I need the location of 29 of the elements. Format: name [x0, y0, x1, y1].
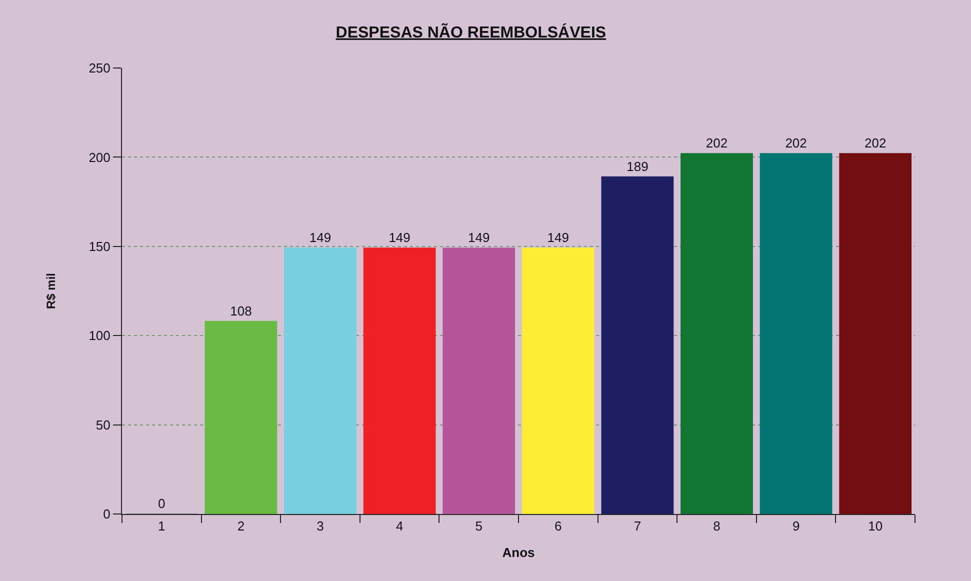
x-tick-label: 10 [868, 518, 883, 534]
data-label: 149 [388, 230, 410, 246]
x-tick-label: 1 [158, 518, 166, 534]
chart-title: DESPESAS NÃO REEMBOLSÁVEIS [336, 22, 606, 42]
data-label: 108 [230, 303, 252, 318]
y-tick-label: 150 [88, 238, 110, 254]
data-label: 0 [158, 496, 166, 511]
x-tick-label: 7 [634, 518, 642, 534]
x-tick-label: 3 [316, 518, 324, 534]
x-tick-label: 2 [237, 518, 245, 534]
data-label: 202 [785, 136, 807, 151]
data-label: 189 [626, 158, 648, 174]
y-tick-label: 50 [96, 417, 110, 432]
y-tick-label: 200 [88, 150, 110, 165]
y-tick-label: 100 [88, 328, 110, 344]
x-tick-label: 5 [475, 518, 482, 534]
x-tick-label: 9 [792, 518, 800, 534]
y-axis-title: R$ mil [44, 272, 58, 310]
data-label: 202 [864, 136, 886, 151]
y-tick-label: 0 [103, 506, 110, 522]
x-tick-label: 6 [554, 518, 562, 534]
x-axis-title: Anos [502, 545, 535, 560]
x-tick-label: 4 [396, 518, 404, 534]
data-label: 149 [468, 230, 490, 246]
y-tick-label: 250 [88, 60, 110, 76]
data-label: 202 [706, 136, 728, 151]
data-label: 149 [547, 230, 570, 246]
x-tick-label: 8 [713, 518, 720, 534]
data-label: 149 [309, 230, 332, 246]
